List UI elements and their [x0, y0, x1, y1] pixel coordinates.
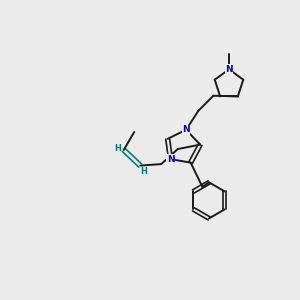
- Text: H: H: [140, 167, 147, 176]
- Text: N: N: [182, 125, 190, 134]
- Text: H: H: [114, 144, 121, 153]
- Text: N: N: [167, 154, 174, 164]
- Text: N: N: [225, 65, 233, 74]
